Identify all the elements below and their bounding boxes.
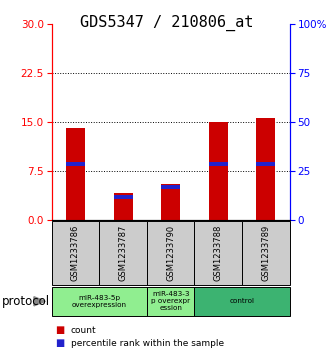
Text: ■: ■ [55, 325, 64, 335]
Bar [209, 122, 228, 220]
Bar [161, 184, 180, 220]
Text: GDS5347 / 210806_at: GDS5347 / 210806_at [80, 15, 253, 31]
Text: GSM1233790: GSM1233790 [166, 225, 175, 281]
Polygon shape [34, 297, 45, 306]
Bar [256, 118, 275, 220]
Bar [161, 185, 180, 189]
Text: percentile rank within the sample: percentile rank within the sample [71, 339, 224, 347]
Bar [66, 162, 85, 166]
Text: GSM1233787: GSM1233787 [119, 225, 128, 281]
Text: miR-483-3
p overexpr
ession: miR-483-3 p overexpr ession [151, 291, 190, 311]
Text: GSM1233789: GSM1233789 [261, 225, 270, 281]
Text: protocol: protocol [2, 295, 50, 308]
Bar [256, 162, 275, 166]
Text: ■: ■ [55, 338, 64, 348]
Text: miR-483-5p
overexpression: miR-483-5p overexpression [72, 295, 127, 308]
Text: GSM1233788: GSM1233788 [214, 225, 223, 281]
Bar [209, 162, 228, 166]
Bar [66, 128, 85, 220]
Text: count: count [71, 326, 97, 335]
Text: control: control [229, 298, 255, 304]
Bar [114, 193, 133, 220]
Bar [114, 195, 133, 199]
Text: GSM1233786: GSM1233786 [71, 225, 80, 281]
